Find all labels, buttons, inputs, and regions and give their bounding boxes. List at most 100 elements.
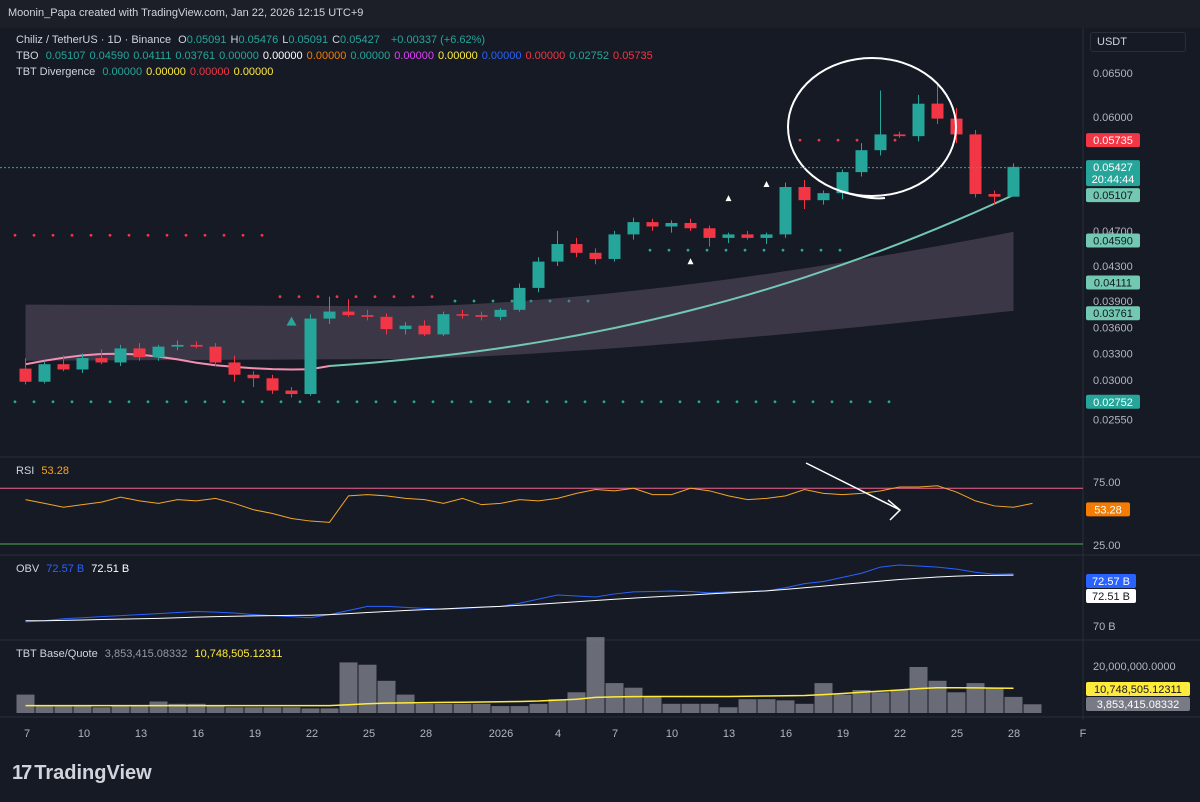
support-dot <box>602 400 606 404</box>
current-price-line <box>72 167 74 169</box>
chart-area[interactable]: 0.065000.060000.057000.047000.043000.039… <box>0 28 1200 748</box>
volume-bar <box>396 694 415 713</box>
current-price-line <box>500 167 502 169</box>
current-price-line <box>48 167 50 169</box>
current-price-line <box>880 167 882 169</box>
current-price-line <box>16 167 18 169</box>
candle-body <box>57 364 70 370</box>
obv-label[interactable]: OBV <box>16 563 40 575</box>
resistance-dot <box>817 138 821 142</box>
current-price-line <box>504 167 506 169</box>
current-price-line <box>528 167 530 169</box>
symbol-label[interactable]: Chiliz / TetherUS · 1D · Binance <box>16 34 172 46</box>
resistance-dot <box>222 233 226 237</box>
current-price-line <box>44 167 46 169</box>
price-label-text: 0.04590 <box>1093 236 1133 248</box>
support-dot <box>488 400 492 404</box>
tbo-label[interactable]: TBO <box>16 50 39 62</box>
current-price-line <box>172 167 174 169</box>
candle-body <box>323 311 336 319</box>
current-price-line <box>564 167 566 169</box>
current-price-line <box>728 167 730 169</box>
candle-body <box>893 134 906 137</box>
current-price-line <box>900 167 902 169</box>
current-price-line <box>300 167 302 169</box>
current-price-line <box>412 167 414 169</box>
time-tick-label: 28 <box>1008 728 1020 740</box>
current-price-line <box>436 167 438 169</box>
current-price-line <box>536 167 538 169</box>
current-price-line <box>180 167 182 169</box>
current-price-line <box>468 167 470 169</box>
candle-body <box>190 344 203 347</box>
tradingview-logo[interactable]: 17 TradingView <box>12 762 152 785</box>
current-price-line <box>572 167 574 169</box>
current-price-line <box>444 167 446 169</box>
current-price-line <box>784 167 786 169</box>
current-price-line <box>60 167 62 169</box>
candle-body <box>76 358 89 370</box>
current-price-line <box>176 167 178 169</box>
current-price-line <box>808 167 810 169</box>
currency-button[interactable]: USDT <box>1090 32 1186 52</box>
time-tick-label: 7 <box>612 728 618 740</box>
current-price-line <box>256 167 258 169</box>
ohlc-key-0: O <box>178 34 187 46</box>
support-dot <box>773 400 777 404</box>
tbo-values: 0.05107 0.04590 0.04111 0.03761 0.00000 0.000… <box>46 50 657 62</box>
resistance-dot <box>146 233 150 237</box>
top-bar: Moonin_Papa created with TradingView.com… <box>0 0 1200 28</box>
volume-bar <box>966 683 985 713</box>
rsi-label[interactable]: RSI <box>16 465 35 477</box>
candle-body <box>342 311 355 316</box>
divergence-value-0: 0.00000 <box>102 66 143 78</box>
volume-bar <box>92 707 111 713</box>
current-price-line <box>428 167 430 169</box>
current-price-line <box>764 167 766 169</box>
current-price-line <box>220 167 222 169</box>
support-dot <box>146 400 150 404</box>
current-price-line <box>448 167 450 169</box>
volume-bar <box>510 706 529 713</box>
tbo-value-4: 0.00000 <box>219 50 259 62</box>
support-dot <box>819 248 823 252</box>
current-price-line <box>128 167 130 169</box>
volume-label[interactable]: TBT Base/Quote <box>16 648 98 660</box>
obv-ma-box <box>1086 589 1136 603</box>
candle-body <box>627 222 640 235</box>
divergence-label[interactable]: TBT Divergence <box>16 66 96 78</box>
tbo-value-3: 0.03761 <box>175 50 216 62</box>
support-dot <box>659 400 663 404</box>
ohlc-value-3: 0.05427 <box>340 34 380 46</box>
current-price-line <box>320 167 322 169</box>
current-price-line <box>364 167 366 169</box>
rsi-tick-label: 25.00 <box>1093 540 1121 552</box>
candle-body <box>399 325 412 330</box>
trend-cloud <box>25 231 1014 361</box>
current-price-line <box>492 167 494 169</box>
volume-bar <box>130 706 149 713</box>
current-price-line <box>644 167 646 169</box>
current-price-line <box>76 167 78 169</box>
time-tick-label: 10 <box>78 728 90 740</box>
candle-body <box>304 318 317 395</box>
volume-bar <box>244 707 263 713</box>
current-price-line <box>404 167 406 169</box>
current-price-line <box>116 167 118 169</box>
ohlc-values: O0.05091 H0.05476 L0.05091 C0.05427 <box>178 34 384 46</box>
current-price-line <box>400 167 402 169</box>
price-label-text: 0.05427 <box>1093 162 1133 174</box>
candle-body <box>988 194 1001 197</box>
current-price-line <box>816 167 818 169</box>
current-price-line <box>856 167 858 169</box>
annotation-arrow <box>805 462 902 521</box>
chart-svg[interactable]: 0.065000.060000.057000.047000.043000.039… <box>0 28 1200 748</box>
current-price-line <box>688 167 690 169</box>
obv-value-box <box>1086 574 1136 588</box>
volume-bar <box>548 699 567 713</box>
current-price-line <box>232 167 234 169</box>
tbo-legend: TBO 0.05107 0.04590 0.04111 0.03761 0.00000 0… <box>16 50 661 62</box>
ohlc-value-2: 0.05091 <box>288 34 329 46</box>
current-price-line <box>312 167 314 169</box>
current-price-line <box>1064 167 1066 169</box>
